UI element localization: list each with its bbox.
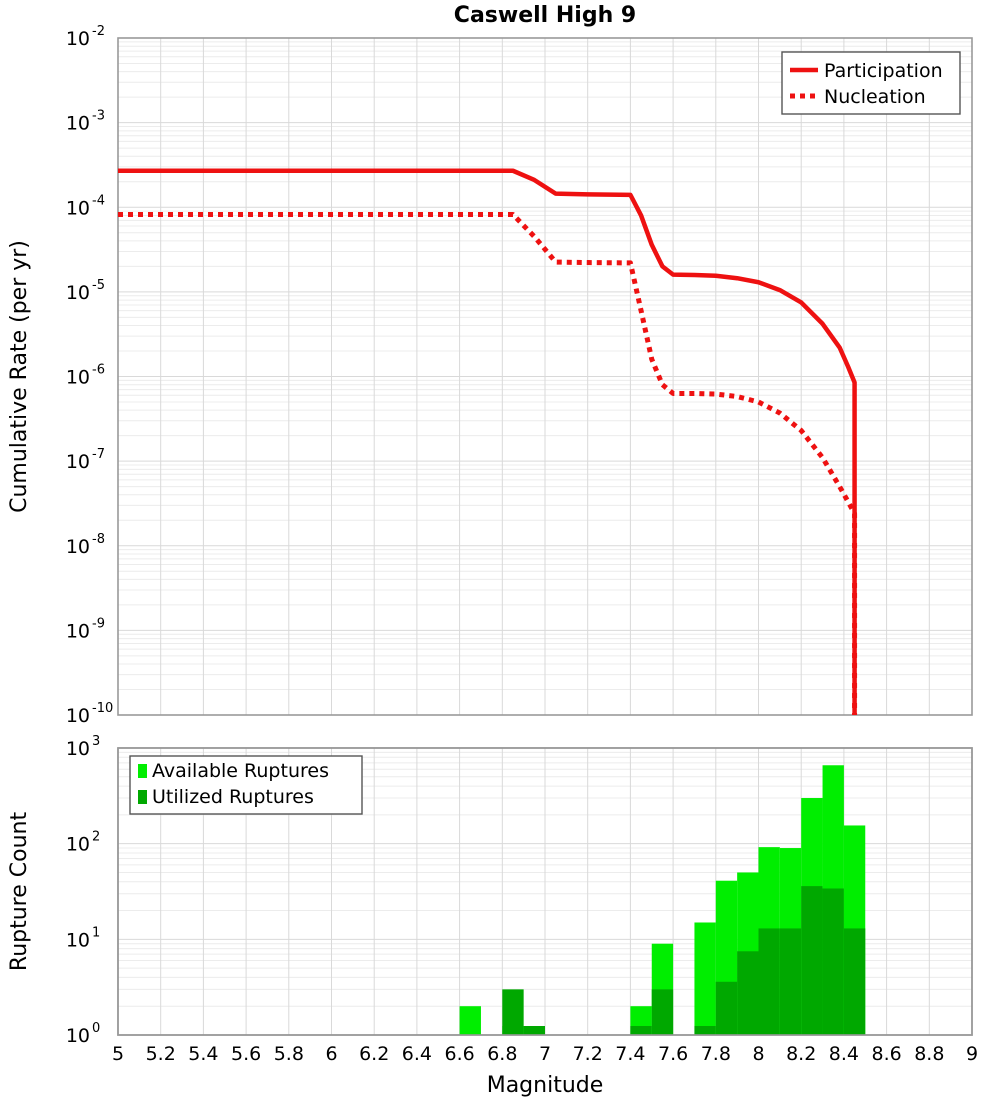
top-y-tick: 10 -10 [66, 701, 113, 727]
page-title: Caswell High 9 [454, 3, 636, 28]
bottom-plot-frame-overlay [117, 747, 973, 1036]
bar-utilized [758, 928, 780, 1035]
tick-mantissa: 10 [66, 620, 90, 642]
top-y-tick: 10 -8 [66, 532, 105, 558]
tick-mantissa: 10 [66, 282, 90, 304]
bar-utilized [801, 886, 823, 1035]
x-tick-label: 8.6 [871, 1043, 901, 1065]
x-tick-label: 6 [325, 1043, 337, 1065]
x-tick-label: 9 [966, 1043, 978, 1065]
x-tick-label: 8.2 [786, 1043, 816, 1065]
series-line-nucleation [118, 212, 858, 715]
bottom-y-tick: 10 3 [66, 734, 100, 760]
bottom-legend-label: Utilized Ruptures [152, 786, 314, 808]
series-line-participation [118, 168, 857, 715]
tick-exponent: -4 [92, 193, 105, 208]
bottom-legend: Available Ruptures Utilized Ruptures [129, 755, 363, 815]
bar-utilized [737, 951, 759, 1035]
top-y-tick: 10 -7 [66, 447, 105, 473]
legend-swatch-1 [138, 790, 147, 804]
bar-utilized [523, 1026, 545, 1035]
x-tick-label: 8.8 [914, 1043, 944, 1065]
tick-exponent: -3 [92, 109, 105, 124]
x-tick-label: 6.6 [444, 1043, 474, 1065]
bar-utilized [502, 989, 524, 1035]
tick-mantissa: 10 [66, 367, 90, 389]
tick-exponent: -5 [92, 278, 105, 293]
tick-mantissa: 10 [66, 834, 90, 856]
x-tick-label: 6.8 [487, 1043, 517, 1065]
tick-mantissa: 10 [66, 451, 90, 473]
tick-exponent: -10 [92, 701, 113, 716]
x-tick-label: 5 [112, 1043, 124, 1065]
top-legend-label: Participation [824, 60, 943, 82]
top-y-tick: 10 -6 [66, 363, 105, 389]
tick-mantissa: 10 [66, 536, 90, 558]
tick-mantissa: 10 [66, 113, 90, 135]
bar-utilized [651, 989, 674, 1035]
legend-swatch-0 [138, 764, 147, 778]
bottom-plot-bars [459, 765, 866, 1035]
tick-exponent: -2 [92, 24, 105, 39]
bar-utilized [822, 888, 844, 1035]
bar-available [694, 922, 716, 1035]
x-tick-label: 7.6 [658, 1043, 688, 1065]
x-tick-label: 8 [752, 1043, 764, 1065]
x-tick-label: 5.6 [231, 1043, 261, 1065]
tick-exponent: -9 [92, 616, 105, 631]
x-tick-label: 7.2 [573, 1043, 603, 1065]
bar-utilized [694, 1026, 716, 1035]
tick-exponent: 1 [92, 925, 100, 940]
tick-mantissa: 10 [66, 197, 90, 219]
top-y-tick: 10 -2 [66, 24, 105, 50]
x-tick-label: 6.2 [359, 1043, 389, 1065]
top-legend: Participation Nucleation [781, 51, 961, 115]
bar-utilized [630, 1026, 652, 1035]
top-y-tick: 10 -5 [66, 278, 105, 304]
top-plot-frame [117, 37, 973, 716]
x-tick-label: 5.4 [188, 1043, 218, 1065]
top-y-tick: 10 -9 [66, 616, 105, 642]
x-tick-label: 5.8 [274, 1043, 304, 1065]
bottom-legend-box [129, 755, 363, 815]
tick-mantissa: 10 [66, 929, 90, 951]
tick-exponent: 2 [92, 830, 100, 845]
bottom-y-tick: 10 2 [66, 830, 100, 856]
tick-mantissa: 10 [66, 28, 90, 50]
x-tick-label: 5.2 [146, 1043, 176, 1065]
tick-exponent: -6 [92, 363, 105, 378]
bar-utilized [843, 928, 866, 1035]
tick-mantissa: 10 [66, 705, 90, 727]
bar-available [459, 1006, 481, 1035]
bar-utilized [779, 928, 802, 1035]
top-legend-box [781, 51, 961, 115]
top-legend-label: Nucleation [824, 86, 926, 108]
tick-exponent: -8 [92, 532, 105, 547]
bottom-legend-label: Available Ruptures [152, 760, 329, 782]
top-plot-series [118, 168, 858, 715]
top-y-axis-title: Cumulative Rate (per yr) [7, 240, 32, 513]
x-tick-label: 7 [539, 1043, 551, 1065]
bottom-y-tick: 10 0 [66, 1021, 100, 1047]
x-axis-title: Magnitude [487, 1073, 604, 1098]
x-tick-label: 8.4 [829, 1043, 859, 1065]
top-y-tick: 10 -3 [66, 109, 105, 135]
bottom-y-axis-title: Rupture Count [7, 812, 32, 972]
x-tick-label: 7.8 [701, 1043, 731, 1065]
x-tick-label: 6.4 [402, 1043, 432, 1065]
bar-utilized [715, 981, 738, 1035]
tick-exponent: -7 [92, 447, 105, 462]
bottom-y-tick: 10 1 [66, 925, 100, 951]
tick-mantissa: 10 [66, 1025, 90, 1047]
tick-mantissa: 10 [66, 738, 90, 760]
tick-exponent: 3 [92, 734, 100, 749]
x-tick-label: 7.4 [615, 1043, 645, 1065]
tick-exponent: 0 [92, 1021, 100, 1036]
top-plot-grid [117, 37, 973, 716]
top-y-tick: 10 -4 [66, 193, 105, 219]
